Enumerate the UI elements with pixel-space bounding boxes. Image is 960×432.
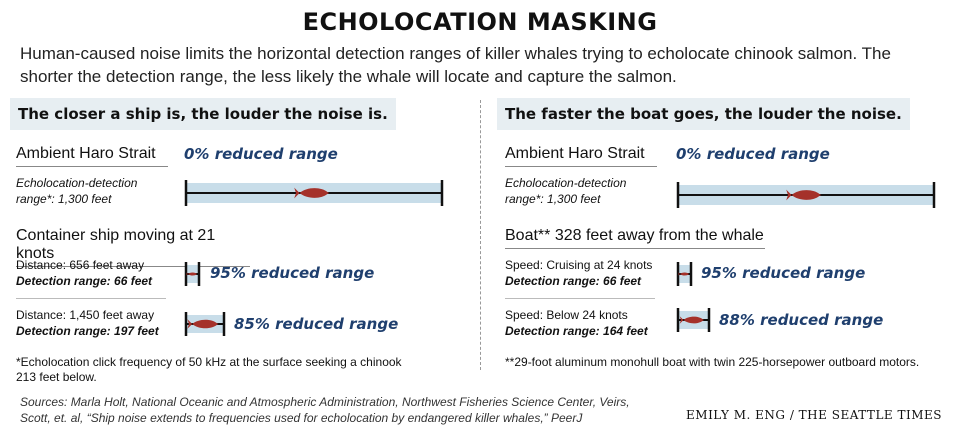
graphic-title: ECHOLOCATION MASKING (302, 8, 658, 36)
right-row-2-distance-text: Speed: Below 24 knots (505, 308, 628, 322)
right-row-1-distance: Speed: Cruising at 24 knots Detection ra… (505, 257, 670, 289)
right-row-1-distance-text: Speed: Cruising at 24 knots (505, 258, 653, 272)
right-heading: The faster the boat goes, the louder the… (497, 98, 910, 130)
left-ambient-label: Ambient Haro Strait (16, 145, 168, 167)
left-row-2-distance-text: Distance: 1,450 feet away (16, 308, 155, 322)
salmon-icon (187, 319, 219, 329)
left-ambient-range-bar (184, 180, 444, 206)
left-row-1-range-bar (184, 262, 201, 286)
salmon-icon (678, 272, 690, 276)
left-footnote: *Echolocation click frequency of 50 kHz … (16, 355, 402, 384)
right-ambient-reduced: 0% reduced range (676, 145, 830, 163)
left-row-2-range-bar (184, 312, 226, 336)
left-row-2-reduced: 85% reduced range (234, 315, 399, 333)
credit-line: EMILY M. ENG / THE SEATTLE TIMES (686, 408, 942, 422)
right-row-separator (505, 298, 655, 299)
left-ambient-reduced: 0% reduced range (184, 145, 338, 163)
left-row-separator (16, 298, 166, 299)
left-row-1-distance-text: Distance: 656 feet away (16, 258, 145, 272)
right-row-2-range-text: Detection range: 164 feet (505, 324, 648, 338)
right-footnote: **29-foot aluminum monohull boat with tw… (505, 355, 920, 369)
right-row-2-range-bar (676, 308, 711, 332)
right-scenario-label: Boat** 328 feet away from the whale (505, 227, 765, 249)
left-row-2-distance: Distance: 1,450 feet away Detection rang… (16, 307, 181, 339)
left-scenario-label: Container ship moving at 21 knots (16, 227, 250, 267)
right-row-1-range-text: Detection range: 66 feet (505, 274, 642, 288)
left-row-1-distance: Distance: 656 feet away Detection range:… (16, 257, 181, 289)
right-ambient-desc: Echolocation-detection range*: 1,300 fee… (505, 176, 627, 206)
left-row-1-range-text: Detection range: 66 feet (16, 274, 153, 288)
column-divider (480, 100, 481, 370)
left-row-2-range-text: Detection range: 197 feet (16, 324, 159, 338)
left-row-1-reduced: 95% reduced range (210, 264, 375, 282)
salmon-icon (294, 187, 330, 199)
salmon-icon (679, 316, 705, 324)
right-ambient-range-bar (676, 182, 936, 208)
right-row-2-reduced: 88% reduced range (719, 311, 884, 329)
right-ambient-label: Ambient Haro Strait (505, 145, 657, 167)
left-heading: The closer a ship is, the louder the noi… (10, 98, 396, 130)
left-ambient-desc: Echolocation-detection range*: 1,300 fee… (16, 176, 138, 206)
right-row-1-reduced: 95% reduced range (701, 264, 866, 282)
salmon-icon (786, 189, 822, 201)
sources-text: Sources: Marla Holt, National Oceanic an… (20, 395, 630, 425)
intro-text: Human-caused noise limits the horizontal… (20, 44, 891, 86)
right-row-1-range-bar (676, 262, 693, 286)
salmon-icon (186, 272, 198, 276)
right-row-2-distance: Speed: Below 24 knots Detection range: 1… (505, 307, 670, 339)
